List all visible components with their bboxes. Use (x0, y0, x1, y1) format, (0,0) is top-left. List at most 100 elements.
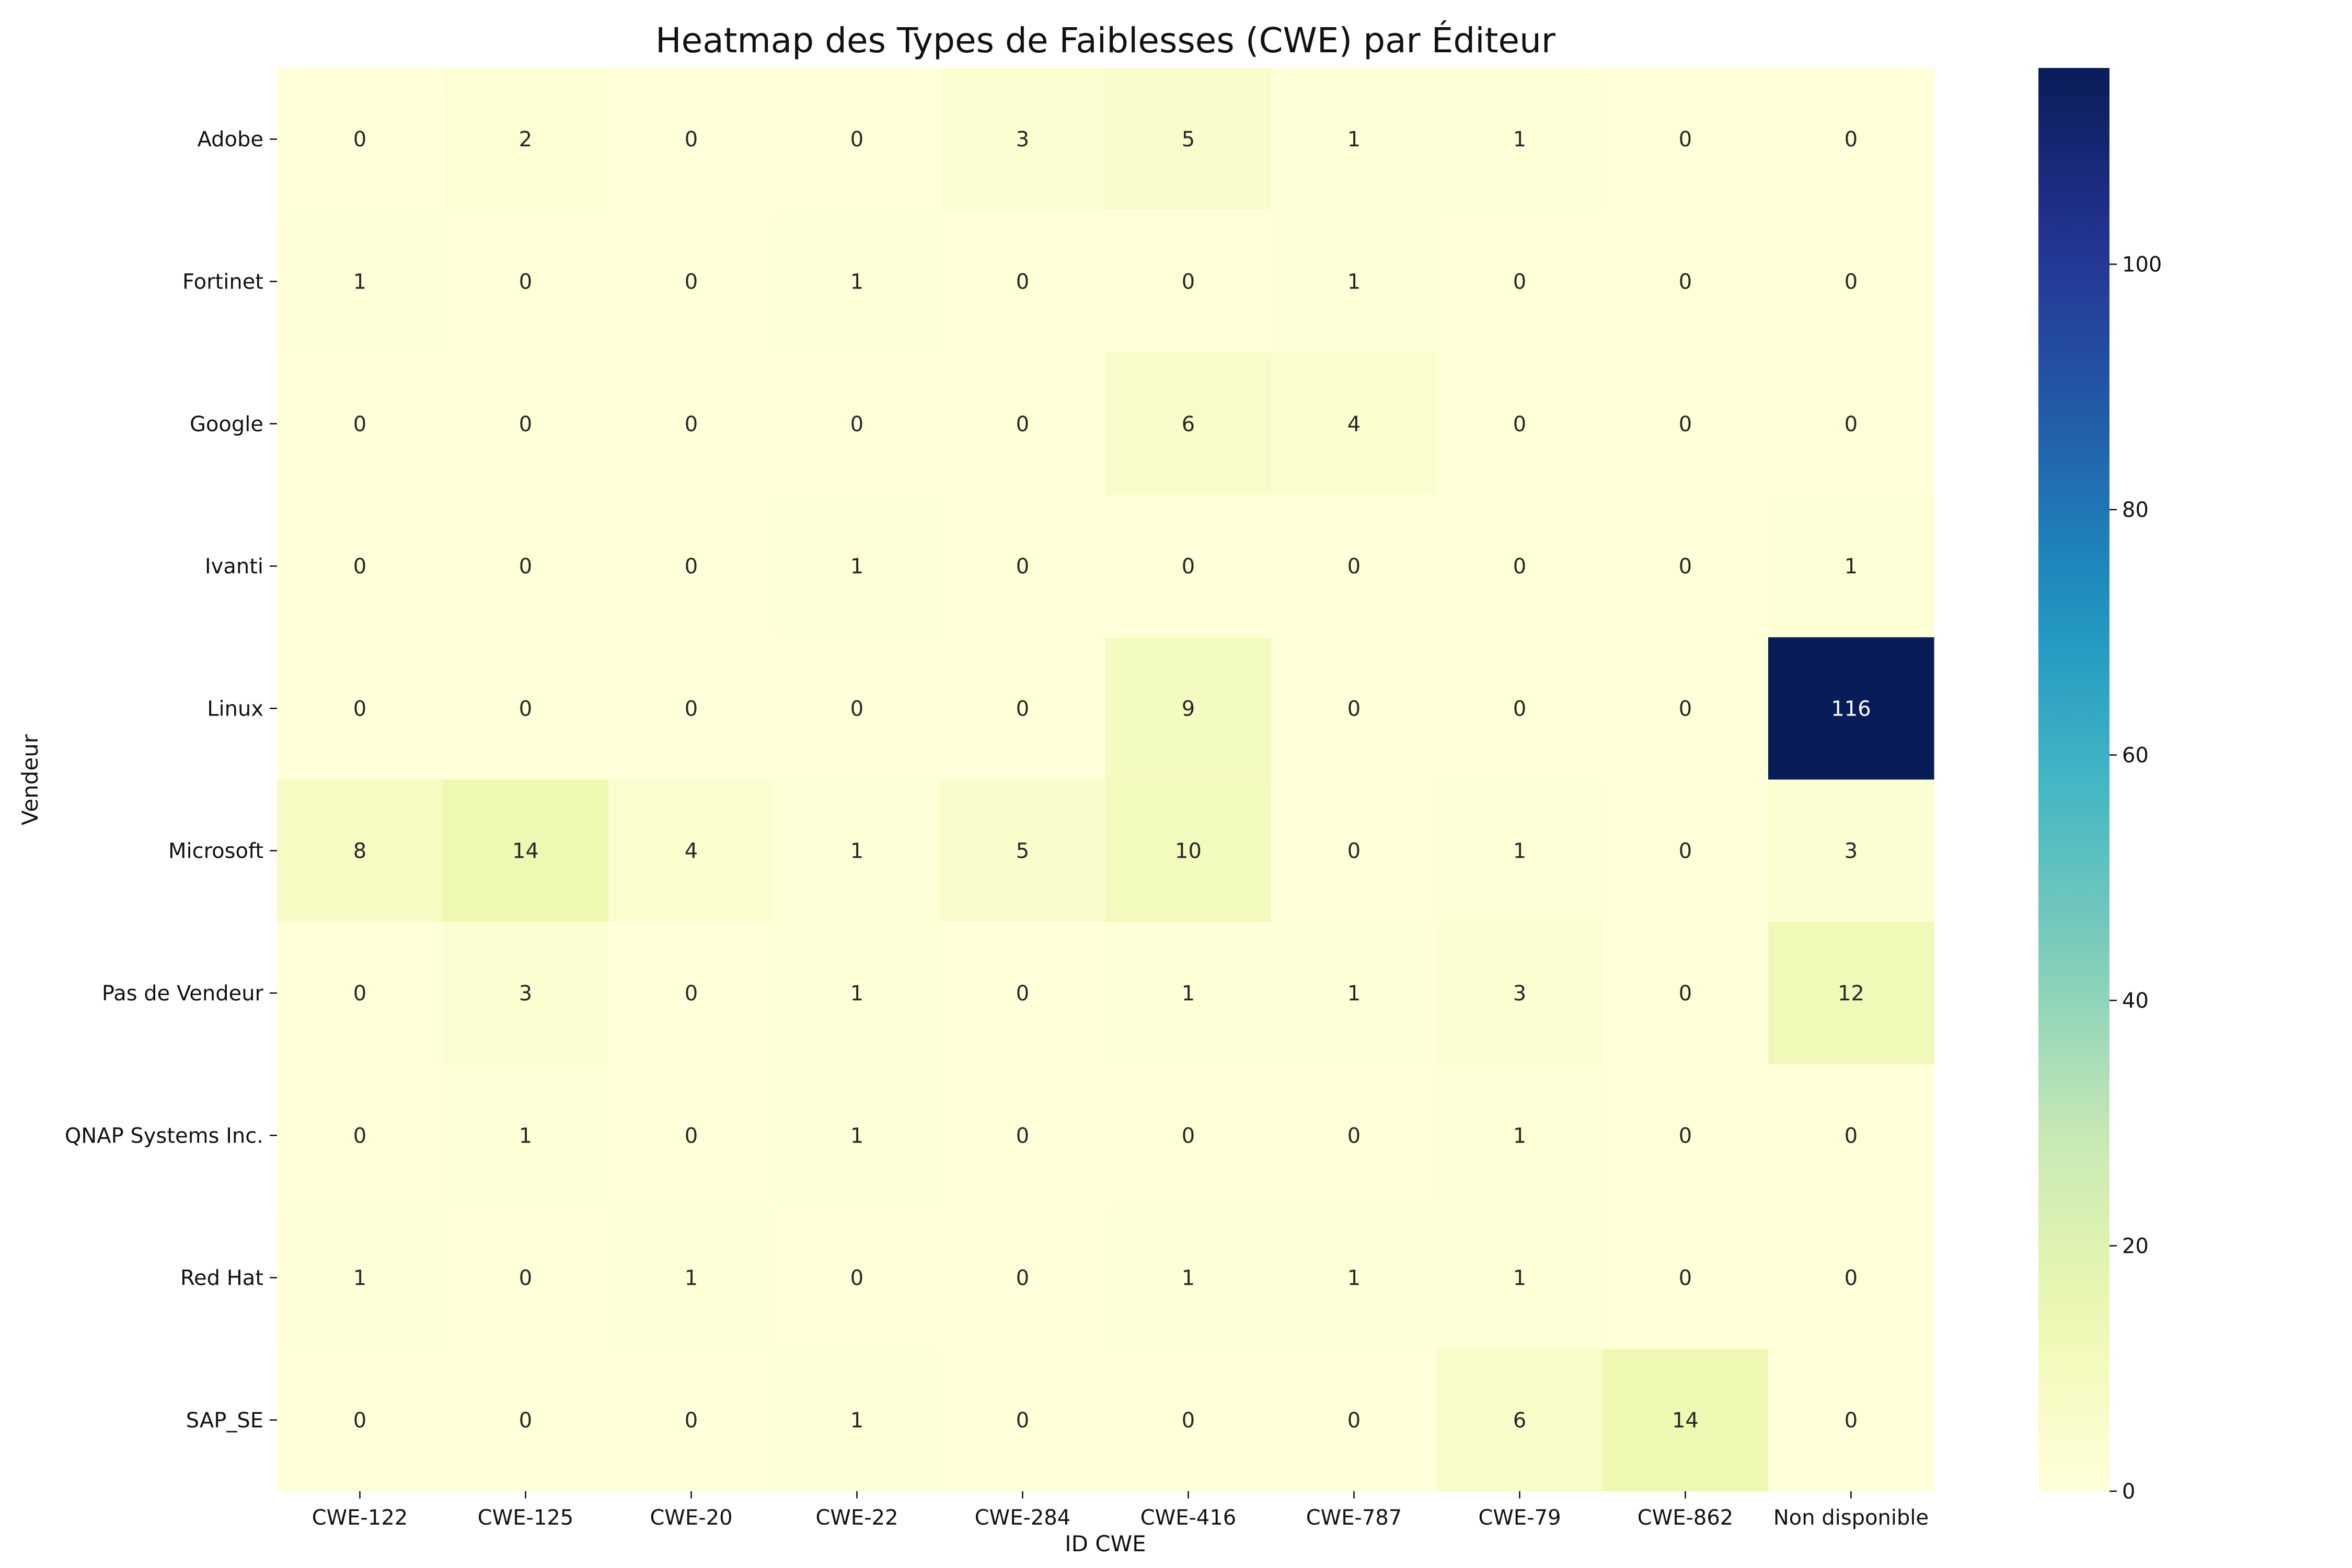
x-tick-label: Non disponible (1773, 1506, 1929, 1530)
y-tick-label: Ivanti (205, 555, 263, 579)
heatmap-cell (1768, 921, 1934, 1065)
heatmap-cell (1437, 779, 1603, 923)
cell-value-label: 0 (1844, 270, 1858, 294)
cell-value-label: 0 (1182, 1124, 1195, 1148)
heatmap-cell (1105, 210, 1272, 353)
cell-value-label: 3 (1844, 839, 1858, 863)
heatmap-cell (1105, 1206, 1272, 1350)
heatmap-cell (1105, 494, 1272, 638)
cell-value-label: 0 (353, 1409, 366, 1433)
cell-value-label: 1 (1347, 128, 1361, 152)
heatmap-cell (277, 352, 443, 495)
heatmap-cell (774, 779, 940, 923)
chart-title: Heatmap des Types de Faiblesses (CWE) pa… (655, 20, 1556, 61)
heatmap-cell (1768, 1064, 1934, 1207)
y-tick-label: Fortinet (182, 270, 263, 294)
cell-value-label: 14 (512, 839, 539, 863)
cell-value-label: 12 (1838, 982, 1864, 1006)
x-tick-label: CWE-416 (1140, 1506, 1237, 1530)
heatmap-cell (277, 637, 443, 780)
cell-value-label: 0 (1513, 697, 1526, 721)
cell-value-label: 0 (1679, 555, 1692, 579)
heatmap-cell (608, 1064, 775, 1207)
cell-value-label: 0 (850, 1266, 863, 1290)
cell-value-label: 0 (1347, 697, 1361, 721)
cell-value-label: 0 (1016, 1409, 1029, 1433)
cell-value-label: 116 (1831, 697, 1871, 721)
heatmap-cell (940, 637, 1106, 780)
cell-value-label: 1 (685, 1266, 698, 1290)
colorbar-gradient (2038, 68, 2109, 1491)
heatmap-cell (608, 352, 775, 495)
cell-value-label: 1 (850, 555, 863, 579)
heatmap-cell (1105, 352, 1272, 495)
cell-value-label: 0 (519, 697, 532, 721)
cell-value-label: 4 (685, 839, 698, 863)
cell-value-label: 0 (1016, 1266, 1029, 1290)
cell-value-label: 9 (1182, 697, 1195, 721)
x-tick-label: CWE-122 (312, 1506, 408, 1530)
cell-value-label: 5 (1016, 839, 1029, 863)
heatmap-cell (443, 352, 609, 495)
heatmap-cell (774, 210, 940, 353)
cell-value-label: 0 (1016, 697, 1029, 721)
cell-value-label: 0 (1347, 555, 1361, 579)
cell-value-label: 0 (1679, 1124, 1692, 1148)
heatmap-cell (1768, 637, 1934, 780)
heatmap-cell (940, 1348, 1106, 1492)
heatmap-cell (443, 921, 609, 1065)
cell-value-label: 0 (1347, 839, 1361, 863)
heatmap-cell (1768, 779, 1934, 923)
cell-value-label: 1 (353, 270, 366, 294)
heatmap-cell (774, 637, 940, 780)
cell-value-label: 0 (1182, 1409, 1195, 1433)
cell-value-label: 0 (1844, 1124, 1858, 1148)
heatmap-cell (608, 637, 775, 780)
heatmap-cell (1271, 210, 1437, 353)
heatmap-cell (774, 494, 940, 638)
heatmap-cell (940, 494, 1106, 638)
cell-value-label: 0 (850, 697, 863, 721)
heatmap-cell (277, 1348, 443, 1492)
heatmap-cell (1768, 1348, 1934, 1492)
cell-value-label: 0 (685, 270, 698, 294)
heatmap-cell (1602, 494, 1769, 638)
heatmap-cell (940, 210, 1106, 353)
heatmap-cell (1602, 210, 1769, 353)
cell-value-label: 0 (1016, 270, 1029, 294)
cell-value-label: 0 (1679, 128, 1692, 152)
cell-value-label: 1 (1844, 555, 1858, 579)
heatmap-cell (774, 352, 940, 495)
cell-value-label: 1 (1513, 839, 1526, 863)
cell-value-label: 0 (1347, 1124, 1361, 1148)
heatmap-cell (1768, 494, 1934, 638)
cell-value-label: 0 (850, 412, 863, 436)
heatmap-cell (1271, 494, 1437, 638)
cell-value-label: 0 (1844, 1409, 1858, 1433)
heatmap-cell (1768, 68, 1934, 211)
heatmap-cell (774, 68, 940, 211)
colorbar-tick-label: 60 (2122, 744, 2149, 768)
x-tick-label: CWE-862 (1638, 1506, 1734, 1530)
cell-value-label: 0 (1844, 128, 1858, 152)
heatmap-cell (1437, 494, 1603, 638)
x-tick-label: CWE-20 (650, 1506, 732, 1530)
cell-value-label: 3 (1513, 982, 1526, 1006)
cell-value-label: 0 (519, 1266, 532, 1290)
cell-value-label: 0 (519, 555, 532, 579)
heatmap-cell (1602, 1348, 1769, 1492)
cell-value-label: 0 (1016, 412, 1029, 436)
heatmap-cell (1271, 68, 1437, 211)
cell-value-label: 14 (1672, 1409, 1699, 1433)
heatmap-cells: 0 2 0 0 3 5 1 1 0 01 0 0 1 0 0 1 0 0 00 0 0 0 0 6 4 0 0 00 0 0 1 0 0 0 0 0 1… (277, 68, 1934, 1492)
x-tick-label: CWE-79 (1478, 1506, 1561, 1530)
heatmap-cell (940, 68, 1106, 211)
heatmap-cell (277, 921, 443, 1065)
cell-value-label: 0 (1182, 555, 1195, 579)
cell-value-label: 0 (353, 128, 366, 152)
cell-value-label: 0 (1016, 1124, 1029, 1148)
y-tick-label: Google (190, 412, 263, 436)
cell-value-label: 1 (1513, 128, 1526, 152)
cell-value-label: 0 (1844, 412, 1858, 436)
heatmap-cell (277, 1206, 443, 1350)
